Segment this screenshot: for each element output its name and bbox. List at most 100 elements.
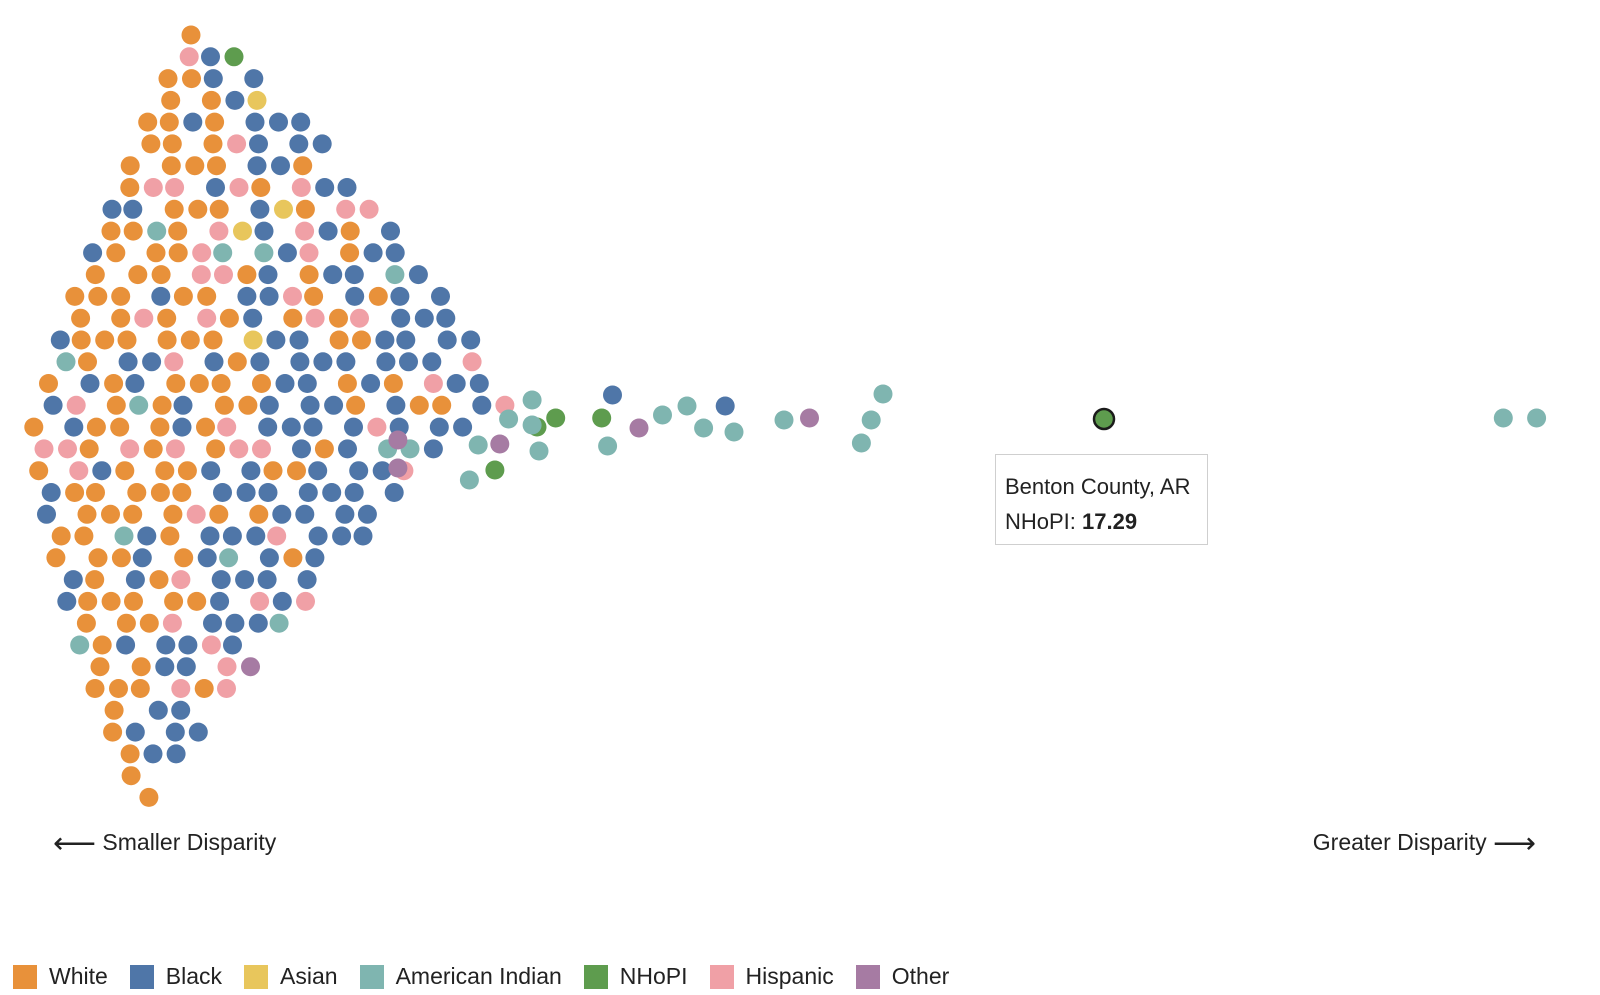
county-dot-white[interactable] (219, 308, 239, 328)
county-dot-black[interactable] (715, 396, 735, 416)
county-dot-white[interactable] (283, 308, 303, 328)
legend-item-white[interactable]: White (13, 963, 108, 990)
county-dot-black[interactable] (337, 178, 357, 197)
county-dot-black[interactable] (210, 591, 230, 611)
county-dot-black[interactable] (297, 570, 317, 590)
county-dot-american-indian[interactable] (851, 433, 871, 453)
county-dot-white[interactable] (368, 286, 388, 306)
county-dot-black[interactable] (37, 504, 56, 524)
county-dot-white[interactable] (337, 374, 357, 393)
county-dot-black[interactable] (275, 374, 295, 393)
county-dot-black[interactable] (259, 548, 279, 568)
county-dot-black[interactable] (200, 526, 220, 546)
county-dot-white[interactable] (128, 265, 148, 285)
county-dot-white[interactable] (79, 439, 99, 459)
county-dot-white[interactable] (189, 374, 209, 393)
county-dot-hispanic[interactable] (291, 178, 311, 197)
county-dot-white[interactable] (152, 395, 172, 415)
county-dot-black[interactable] (344, 265, 364, 285)
county-dot-white[interactable] (174, 548, 194, 568)
county-dot-american-indian[interactable] (774, 410, 794, 430)
county-dot-white[interactable] (90, 657, 110, 677)
county-dot-white[interactable] (205, 112, 225, 132)
county-dot-black[interactable] (390, 286, 410, 306)
county-dot-other[interactable] (388, 458, 408, 478)
county-dot-hispanic[interactable] (305, 308, 325, 328)
county-dot-black[interactable] (80, 374, 100, 393)
county-dot-american-indian[interactable] (459, 470, 479, 490)
county-dot-white[interactable] (101, 504, 120, 524)
county-dot-white[interactable] (101, 221, 121, 241)
county-dot-american-indian[interactable] (213, 243, 233, 263)
county-dot-black[interactable] (41, 483, 61, 502)
county-dot-white[interactable] (143, 439, 163, 459)
county-dot-black[interactable] (312, 134, 332, 154)
county-dot-white[interactable] (150, 417, 170, 437)
legend-item-hispanic[interactable]: Hispanic (709, 963, 834, 990)
county-dot-black[interactable] (156, 635, 176, 655)
county-dot-white[interactable] (249, 504, 269, 524)
county-dot-white[interactable] (139, 787, 159, 807)
county-dot-white[interactable] (104, 700, 124, 720)
county-dot-white[interactable] (207, 156, 226, 176)
county-dot-black[interactable] (453, 417, 473, 437)
county-dot-white[interactable] (123, 221, 143, 241)
county-dot-white[interactable] (92, 635, 112, 655)
county-dot-black[interactable] (272, 591, 292, 611)
county-dot-white[interactable] (109, 679, 128, 698)
county-dot-american-indian[interactable] (269, 613, 289, 633)
county-dot-white[interactable] (227, 352, 247, 372)
county-dot-american-indian[interactable] (385, 265, 405, 285)
county-dot-hispanic[interactable] (69, 461, 89, 481)
county-dot-white[interactable] (86, 483, 105, 502)
county-dot-white[interactable] (116, 613, 136, 633)
county-dot-black[interactable] (257, 570, 277, 590)
legend-item-american-indian[interactable]: American Indian (359, 963, 562, 990)
county-dot-black[interactable] (223, 635, 242, 655)
county-dot-american-indian[interactable] (1493, 408, 1513, 428)
county-dot-hispanic[interactable] (296, 591, 315, 611)
county-dot-black[interactable] (603, 385, 622, 405)
county-dot-black[interactable] (437, 330, 457, 350)
county-dot-black[interactable] (423, 439, 443, 459)
county-dot-white[interactable] (88, 548, 108, 568)
county-dot-hispanic[interactable] (227, 134, 247, 154)
county-dot-black[interactable] (408, 265, 428, 285)
county-dot-hispanic[interactable] (164, 352, 184, 372)
county-dot-white[interactable] (104, 374, 124, 393)
county-dot-white[interactable] (130, 679, 150, 698)
county-dot-black[interactable] (241, 461, 261, 481)
county-dot-white[interactable] (283, 548, 303, 568)
county-dot-white[interactable] (24, 417, 44, 437)
county-dot-hispanic[interactable] (462, 352, 482, 372)
county-dot-black[interactable] (64, 417, 84, 437)
county-dot-black[interactable] (249, 134, 268, 154)
county-dot-black[interactable] (125, 374, 145, 393)
county-dot-black[interactable] (295, 504, 315, 524)
county-dot-hispanic[interactable] (165, 178, 185, 197)
county-dot-black[interactable] (248, 613, 268, 633)
county-dot-white[interactable] (203, 330, 223, 350)
county-dot-black[interactable] (237, 286, 257, 306)
county-dot-white[interactable] (168, 243, 188, 263)
county-dot-black[interactable] (250, 199, 270, 219)
county-dot-black[interactable] (235, 570, 255, 590)
county-dot-american-indian[interactable] (129, 395, 149, 415)
county-dot-hispanic[interactable] (367, 417, 387, 437)
county-dot-american-indian[interactable] (598, 436, 618, 456)
county-dot-black[interactable] (305, 548, 325, 568)
county-dot-white[interactable] (149, 570, 169, 590)
county-dot-black[interactable] (336, 352, 356, 372)
county-dot-black[interactable] (266, 330, 286, 350)
county-dot-black[interactable] (344, 417, 363, 437)
county-dot-hispanic[interactable] (192, 243, 212, 263)
county-dot-black[interactable] (281, 417, 301, 437)
county-dot-white[interactable] (138, 112, 158, 132)
county-dot-black[interactable] (125, 570, 145, 590)
county-dot-white[interactable] (78, 591, 98, 611)
county-dot-american-indian[interactable] (653, 405, 672, 425)
county-dot-black[interactable] (381, 221, 400, 241)
county-dot-black[interactable] (247, 156, 267, 176)
county-dot-black[interactable] (391, 308, 411, 328)
county-dot-white[interactable] (120, 744, 140, 764)
